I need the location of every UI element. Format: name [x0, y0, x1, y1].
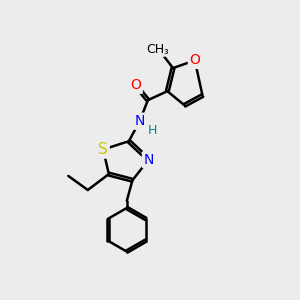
Text: N: N — [143, 153, 154, 167]
Text: ₃: ₃ — [164, 46, 168, 56]
Text: CH: CH — [146, 43, 165, 56]
Text: S: S — [98, 142, 108, 157]
Text: O: O — [189, 53, 200, 68]
Text: O: O — [130, 78, 141, 92]
Text: H: H — [147, 124, 157, 137]
Text: N: N — [134, 114, 145, 128]
